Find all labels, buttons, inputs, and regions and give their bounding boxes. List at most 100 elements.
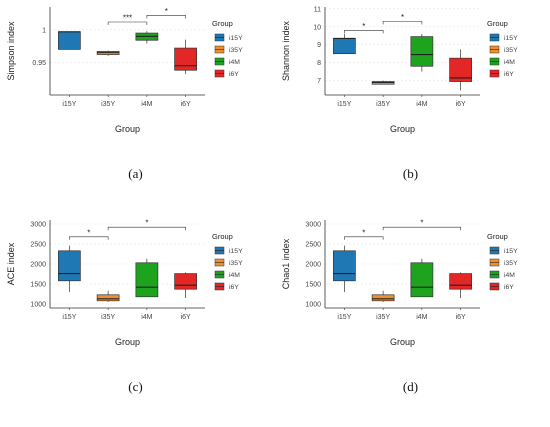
y-tick-label: 2000 <box>305 262 321 269</box>
box-body <box>333 250 356 282</box>
legend-label-i15Y: i15Y <box>504 35 518 42</box>
chart-d: 1000 1500 2000 2500 3000 i15Y i35Y i4M i6Y * * Grou… <box>281 219 518 394</box>
box-body <box>58 250 81 282</box>
legend-label-i35Y: i35Y <box>504 260 518 267</box>
box-body <box>96 294 120 302</box>
box-body <box>410 36 434 67</box>
panel-caption: (d) <box>403 379 418 394</box>
y-tick-label: 10 <box>313 24 321 31</box>
legend-label-i4M: i4M <box>229 272 240 279</box>
box-body <box>410 262 434 298</box>
box-body <box>371 294 395 302</box>
legend: Group i15Y i35Y i4M i6Y <box>212 19 243 78</box>
y-axis-title: Chao1 index <box>281 238 291 289</box>
box-body <box>58 31 81 50</box>
legend-title: Group <box>212 232 233 241</box>
legend-title: Group <box>487 232 508 241</box>
y-axis-title: Shannon index <box>281 20 291 81</box>
significance-label: * <box>401 13 404 22</box>
significance-label: * <box>362 22 365 31</box>
box-i35Y <box>96 290 120 302</box>
x-tick-label: i15Y <box>62 101 76 108</box>
x-tick-label: i35Y <box>101 101 115 108</box>
legend-title: Group <box>212 19 233 28</box>
x-tick-label: i35Y <box>376 314 390 321</box>
chart-b: 7 8 9 10 11 i15Y i35Y i4M i6Y * * Group Shannon inde… <box>281 6 518 181</box>
box-i6Y <box>174 272 197 298</box>
box-body <box>174 47 197 71</box>
y-tick-label: 3000 <box>30 222 46 229</box>
significance-label: * <box>145 219 148 228</box>
box-body <box>333 38 356 55</box>
panel-caption: (a) <box>128 166 142 181</box>
x-tick-label: i6Y <box>181 314 191 321</box>
y-tick-label: 9 <box>317 42 321 49</box>
significance-label: * <box>87 228 90 237</box>
significance-bracket <box>107 21 148 25</box>
legend-label-i35Y: i35Y <box>229 47 243 54</box>
legend-title: Group <box>487 19 508 28</box>
legend-label-i35Y: i35Y <box>504 47 518 54</box>
y-tick-label: 7 <box>317 78 321 85</box>
box-body <box>449 273 472 290</box>
box-i15Y <box>333 33 356 55</box>
legend-label-i15Y: i15Y <box>229 248 243 255</box>
box-i6Y <box>174 39 197 75</box>
box-body <box>135 262 159 298</box>
box-body <box>174 273 197 290</box>
x-tick-label: i4M <box>416 101 427 108</box>
y-tick-label: 1500 <box>30 282 46 289</box>
y-tick-label: 11 <box>314 6 321 13</box>
legend-label-i6Y: i6Y <box>504 71 514 78</box>
legend-label-i15Y: i15Y <box>504 248 518 255</box>
box-i4M <box>410 33 434 72</box>
y-tick-label: 1500 <box>305 282 321 289</box>
panel-caption: (b) <box>403 166 418 181</box>
box-i4M <box>135 258 159 298</box>
box-body <box>449 57 472 82</box>
y-tick-label: 1000 <box>30 302 46 309</box>
significance-bracket <box>69 236 109 240</box>
box-i6Y <box>449 49 472 91</box>
significance-bracket <box>146 15 186 19</box>
y-tick-label: 2500 <box>305 242 321 249</box>
x-tick-label: i15Y <box>62 314 76 321</box>
significance-bracket <box>344 236 384 240</box>
panel-c: 1000 1500 2000 2500 3000 i15Y i35Y i4M i6Y * * Grou… <box>0 213 275 426</box>
x-tick-label: i15Y <box>337 314 351 321</box>
legend-label-i4M: i4M <box>229 59 240 66</box>
box-i4M <box>135 31 159 44</box>
box-i15Y <box>58 245 81 292</box>
y-axis-title: Simpson index <box>6 21 16 81</box>
panel-b: 7 8 9 10 11 i15Y i35Y i4M i6Y * * Group Shannon inde… <box>275 0 550 213</box>
y-tick-label: 2500 <box>30 242 46 249</box>
x-tick-label: i4M <box>141 314 152 321</box>
legend: Group i15Y i35Y i4M i6Y <box>212 232 243 291</box>
y-tick-label: 8 <box>317 60 321 67</box>
x-tick-label: i6Y <box>456 101 466 108</box>
y-tick-label: 2000 <box>30 262 46 269</box>
legend: Group i15Y i35Y i4M i6Y <box>487 19 518 78</box>
box-i35Y <box>371 80 395 85</box>
y-axis-title: ACE index <box>6 242 16 285</box>
x-axis-title: Group <box>115 124 140 134</box>
y-tick-label: 1 <box>42 27 46 34</box>
significance-bracket <box>382 226 461 231</box>
x-axis-title: Group <box>390 337 415 347</box>
box-i6Y <box>449 272 472 298</box>
panel-a: 0.95 1 i15Y i35Y i4M i6Y *** * Group Simpson inde… <box>0 0 275 213</box>
box-i35Y <box>96 50 120 56</box>
x-axis-title: Group <box>390 124 415 134</box>
significance-bracket <box>344 30 384 34</box>
y-tick-label: 0.95 <box>32 60 46 67</box>
legend-label-i6Y: i6Y <box>229 284 239 291</box>
x-tick-label: i4M <box>416 314 427 321</box>
x-tick-label: i6Y <box>456 314 466 321</box>
legend-label-i15Y: i15Y <box>229 35 243 42</box>
panel-caption: (c) <box>128 379 142 394</box>
y-tick-label: 1000 <box>305 302 321 309</box>
significance-label: * <box>362 228 365 237</box>
x-tick-label: i4M <box>141 101 152 108</box>
